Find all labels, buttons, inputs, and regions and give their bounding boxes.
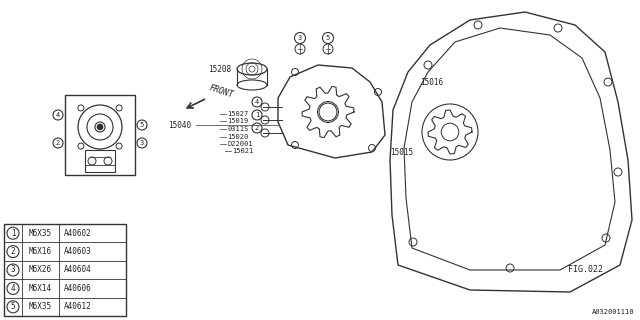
Bar <box>65 95 135 175</box>
Text: M6X35: M6X35 <box>29 229 52 238</box>
Text: 15040: 15040 <box>168 121 191 130</box>
Text: 15021: 15021 <box>232 148 253 154</box>
Text: M6X35: M6X35 <box>29 302 52 311</box>
Text: A40602: A40602 <box>64 229 92 238</box>
Bar <box>4 224 126 316</box>
Text: M6X26: M6X26 <box>29 266 52 275</box>
Text: 3: 3 <box>298 35 302 41</box>
Text: A032001110: A032001110 <box>591 309 634 315</box>
Text: 5: 5 <box>140 122 144 128</box>
Text: M6X16: M6X16 <box>29 247 52 256</box>
Text: 2: 2 <box>11 247 15 256</box>
Text: 15015: 15015 <box>390 148 413 157</box>
Text: 3: 3 <box>140 140 144 146</box>
Text: 15027: 15027 <box>227 111 248 117</box>
Text: A40606: A40606 <box>64 284 92 293</box>
Text: A40603: A40603 <box>64 247 92 256</box>
Text: 15020: 15020 <box>227 134 248 140</box>
Text: 3: 3 <box>11 266 15 275</box>
Text: 2: 2 <box>56 140 60 146</box>
Text: 1: 1 <box>11 229 15 238</box>
Circle shape <box>97 124 103 130</box>
Text: 5: 5 <box>326 35 330 41</box>
Text: 0311S: 0311S <box>227 126 248 132</box>
Text: 4: 4 <box>11 284 15 293</box>
Text: M6X14: M6X14 <box>29 284 52 293</box>
Text: 4: 4 <box>255 99 259 105</box>
Text: A40612: A40612 <box>64 302 92 311</box>
Text: 5: 5 <box>11 302 15 311</box>
Text: 15016: 15016 <box>420 78 443 87</box>
Bar <box>85 150 115 172</box>
Text: 15208: 15208 <box>208 65 231 74</box>
Text: 1: 1 <box>255 112 259 118</box>
Text: FIG.022: FIG.022 <box>568 265 603 274</box>
Text: 2: 2 <box>255 125 259 131</box>
Text: 1: 1 <box>98 124 102 130</box>
Text: FRONT: FRONT <box>208 84 234 100</box>
Text: 15019: 15019 <box>227 118 248 124</box>
Text: A40604: A40604 <box>64 266 92 275</box>
Text: D22001: D22001 <box>227 141 253 147</box>
Text: 4: 4 <box>56 112 60 118</box>
